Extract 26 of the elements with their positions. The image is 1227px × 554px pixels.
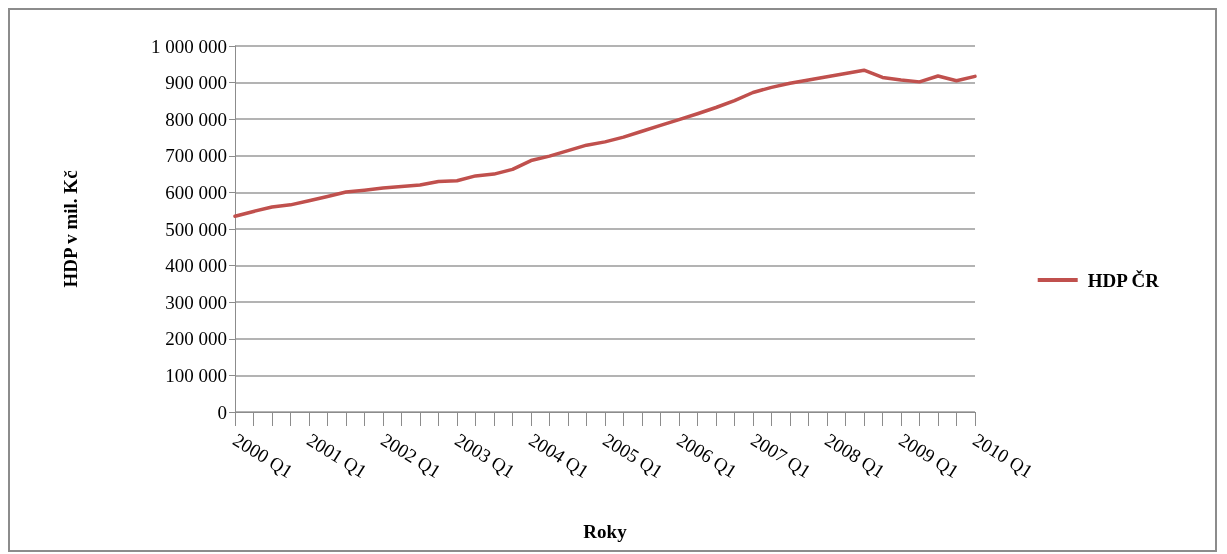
x-tick-label: 2006 Q1 xyxy=(673,429,741,482)
x-axis-title: Roky xyxy=(583,521,628,542)
y-tick-label: 600 000 xyxy=(165,181,227,203)
y-tick-label: 700 000 xyxy=(165,145,227,167)
x-tick-label: 2009 Q1 xyxy=(895,429,963,482)
x-tick-label: 2005 Q1 xyxy=(599,429,667,482)
x-tick-label: 2001 Q1 xyxy=(303,429,371,482)
y-tick-label: 900 000 xyxy=(165,72,227,94)
legend-label: HDP ČR xyxy=(1087,269,1160,291)
y-tick-label: 200 000 xyxy=(165,328,227,350)
y-tick-label: 0 xyxy=(217,401,227,423)
y-axis-title: HDP v mil. Kč xyxy=(60,170,81,288)
x-tick-label: 2000 Q1 xyxy=(229,429,297,482)
x-tick-label: 2008 Q1 xyxy=(821,429,889,482)
x-tick-label: 2003 Q1 xyxy=(451,429,519,482)
y-tick-label: 400 000 xyxy=(165,255,227,277)
y-tick-label: 800 000 xyxy=(165,108,227,130)
x-tick-label: 2010 Q1 xyxy=(969,429,1037,482)
y-tick-label: 100 000 xyxy=(165,364,227,386)
line-series xyxy=(233,68,977,218)
x-tick-label: 2007 Q1 xyxy=(747,429,815,482)
y-tick-label: 300 000 xyxy=(165,291,227,313)
y-tick-label: 500 000 xyxy=(165,218,227,240)
y-tick-label: 1 000 000 xyxy=(151,35,227,57)
x-tick-label: 2002 Q1 xyxy=(377,429,445,482)
x-tick-label: 2004 Q1 xyxy=(525,429,593,482)
